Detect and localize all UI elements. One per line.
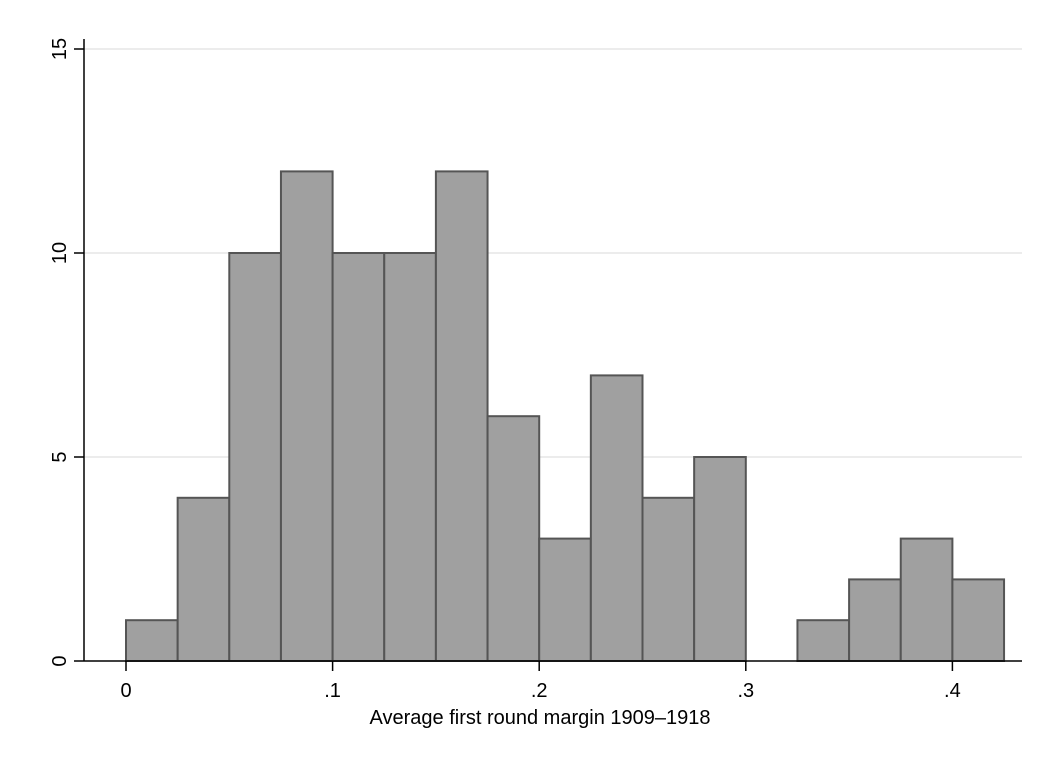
axes: [83, 39, 1022, 662]
histogram-bar-1: [176, 496, 231, 662]
histogram-bar-16: [951, 578, 1006, 663]
histogram-bar-8: [538, 537, 592, 662]
y-tick-label-2: 10: [49, 242, 71, 264]
histogram-bar-6: [434, 170, 489, 662]
x-axis-ticks: 0 .1 .2 .3 .4: [120, 661, 961, 702]
histogram-bar-14: [848, 578, 902, 663]
gridlines: [84, 48, 1022, 458]
x-tick-label-4: .4: [944, 680, 961, 702]
histogram-bar-13: [796, 619, 851, 663]
histogram-bar-10: [641, 496, 696, 662]
histogram-bar-0: [125, 619, 179, 663]
histogram-bar-7: [486, 415, 541, 663]
y-tick-label-1: 5: [49, 451, 71, 462]
x-tick-label-3: .3: [737, 680, 754, 702]
y-axis-ticks: 0 5 10 15: [49, 38, 84, 667]
histogram-bar-9: [589, 374, 644, 662]
x-axis-title: Average first round margin 1909–1918: [370, 707, 711, 729]
histogram-bar-4: [331, 252, 386, 662]
x-tick-label-0: 0: [120, 680, 131, 702]
histogram-bar-2: [228, 252, 282, 662]
y-tick-label-3: 15: [49, 38, 71, 60]
histogram-bar-15: [899, 537, 954, 662]
histogram-bar-11: [693, 456, 747, 662]
x-tick-label-1: .1: [324, 680, 341, 702]
histogram-bar-5: [383, 252, 437, 662]
histogram-bar-3: [279, 170, 334, 662]
histogram-bars: [125, 170, 1006, 663]
x-tick-label-2: .2: [531, 680, 548, 702]
y-tick-label-0: 0: [49, 655, 71, 666]
